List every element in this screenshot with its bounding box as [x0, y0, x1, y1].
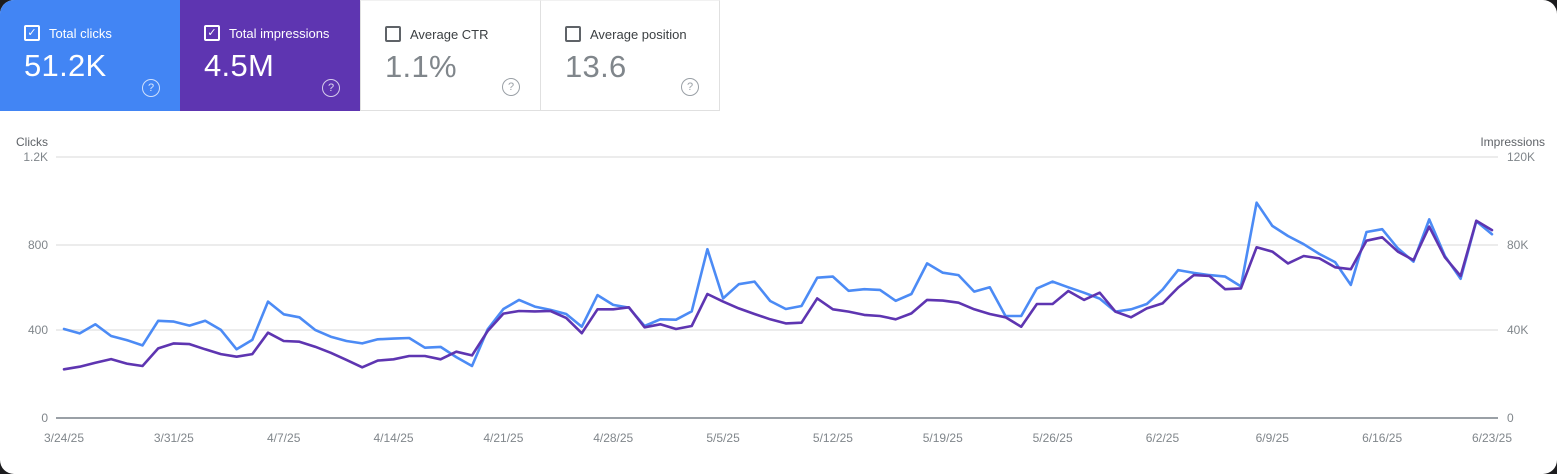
average-ctr-label: Average CTR	[410, 26, 489, 42]
x-axis-date-label: 3/24/25	[43, 431, 85, 445]
x-axis-date-label: 4/21/25	[483, 431, 524, 445]
card-total-clicks[interactable]: ✓ Total clicks 51.2K ?	[0, 0, 180, 111]
help-icon[interactable]: ?	[142, 79, 160, 97]
card-average-ctr[interactable]: Average CTR 1.1% ?	[360, 0, 540, 111]
x-axis-date-label: 6/2/25	[1145, 431, 1180, 445]
left-axis-tick: 1.2K	[23, 150, 48, 164]
average-position-label: Average position	[590, 26, 687, 42]
card-average-position[interactable]: Average position 13.6 ?	[540, 0, 720, 111]
performance-line-chart[interactable]	[0, 130, 1557, 450]
left-axis-tick: 400	[27, 323, 48, 337]
impressions-line[interactable]	[62, 219, 1494, 371]
right-axis-tick: 40K	[1507, 323, 1529, 337]
clicks-line[interactable]	[62, 201, 1494, 368]
x-axis-date-label: 6/16/25	[1362, 431, 1403, 445]
metric-cards-row: ✓ Total clicks 51.2K ? ✓ Total impressio…	[0, 0, 720, 111]
left-axis-tick: 0	[41, 411, 48, 425]
right-axis-title: Impressions	[1480, 135, 1545, 149]
right-axis-tick: 120K	[1507, 150, 1536, 164]
x-axis-date-label: 4/7/25	[267, 431, 301, 445]
card-total-impressions[interactable]: ✓ Total impressions 4.5M ?	[180, 0, 360, 111]
x-axis-date-label: 6/9/25	[1255, 431, 1289, 445]
x-axis-date-label: 5/5/25	[706, 431, 740, 445]
right-axis-tick: 80K	[1507, 238, 1529, 252]
total-impressions-label: Total impressions	[229, 25, 330, 41]
x-axis-date-label: 5/12/25	[812, 431, 853, 445]
x-axis-date-label: 6/23/25	[1471, 431, 1513, 445]
help-icon[interactable]: ?	[322, 79, 340, 97]
x-axis-date-label: 5/26/25	[1032, 431, 1073, 445]
average-ctr-value: 1.1%	[385, 49, 457, 84]
right-axis-tick: 0	[1507, 411, 1514, 425]
total-impressions-checkbox[interactable]: ✓	[204, 25, 220, 41]
x-axis-date-label: 4/28/25	[593, 431, 634, 445]
total-clicks-checkbox[interactable]: ✓	[24, 25, 40, 41]
left-axis-tick: 800	[27, 238, 48, 252]
average-position-value: 13.6	[565, 49, 627, 84]
x-axis-date-label: 4/14/25	[373, 431, 414, 445]
x-axis-date-label: 3/31/25	[153, 431, 194, 445]
total-clicks-value: 51.2K	[24, 48, 107, 83]
total-clicks-label: Total clicks	[49, 25, 112, 41]
help-icon[interactable]: ?	[681, 78, 699, 96]
total-impressions-value: 4.5M	[204, 48, 275, 83]
average-ctr-checkbox[interactable]	[385, 26, 401, 42]
x-axis-date-label: 5/19/25	[922, 431, 963, 445]
help-icon[interactable]: ?	[502, 78, 520, 96]
average-position-checkbox[interactable]	[565, 26, 581, 42]
left-axis-title: Clicks	[16, 135, 48, 149]
